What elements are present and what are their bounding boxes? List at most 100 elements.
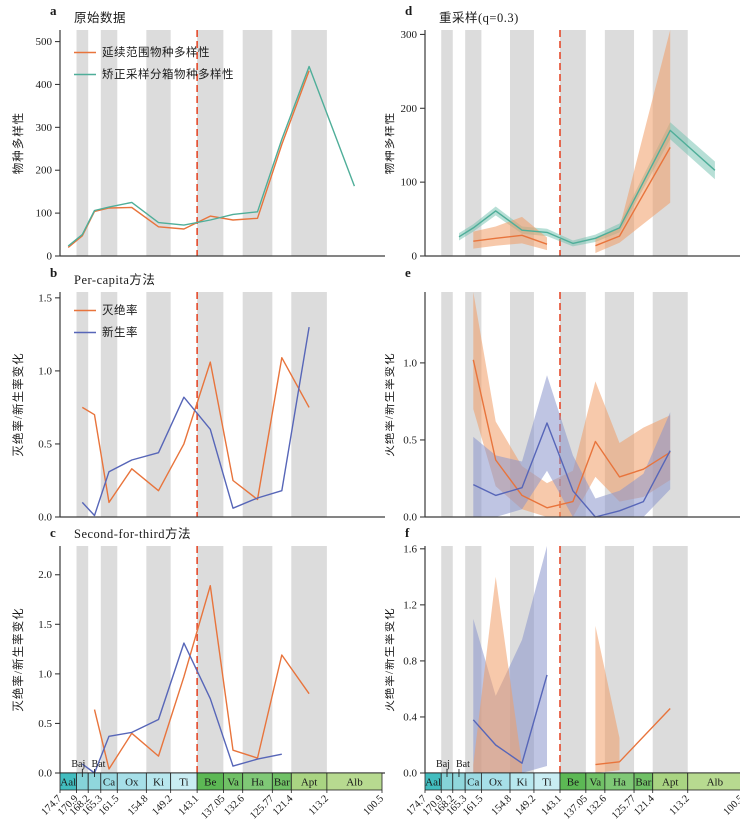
y-tick-label: 0.0 (38, 768, 52, 780)
series-line (473, 234, 548, 245)
y-tick-label: 1.5 (38, 292, 52, 304)
y-tick-label: 1.2 (403, 599, 417, 611)
stage-label: Ti (179, 777, 188, 789)
y-tick-label: 0 (47, 251, 53, 263)
panel-b: 0.0 0.5 1.0 1.5 灭绝率/新生率变化 b Per-capita方法 灭绝率 新生率 (0, 262, 388, 524)
panel-f-chart: 0.0 0.4 0.8 1.2 1.6 灭绝率/新生率变化 f Aal Baj Bat Ca Ox Ki… (382, 525, 740, 822)
stage-label: Ox (125, 777, 139, 789)
series-line (81, 642, 282, 774)
y-tick-label: 100 (36, 208, 53, 220)
y-axis-label: 灭绝率/新生率变化 (385, 607, 396, 711)
y-tick-label: 0.8 (403, 655, 417, 667)
stage-stripe (242, 546, 273, 773)
panel-letter: a (50, 3, 57, 18)
stage-cell (326, 772, 383, 791)
stage-stripe (441, 292, 453, 517)
series-line (67, 65, 356, 247)
confidence-band (473, 375, 671, 517)
stage-label-above: Baj (71, 759, 85, 770)
legend-label: 新生率 (102, 325, 138, 339)
panel-c-chart: 0.0 0.5 1.0 1.5 2.0 灭绝率/新生率变化 c Second-for-thir… (11, 525, 388, 822)
age-tick-label: 132.6 (222, 793, 246, 817)
stage-label: Bar (274, 777, 290, 789)
stage-label: Va (590, 777, 602, 789)
stage-stripe (76, 292, 89, 517)
age-tick-label: 121.4 (632, 793, 657, 818)
age-tick-label: 137.05 (199, 793, 227, 821)
stage-stripe (465, 30, 482, 256)
stage-stripe (652, 546, 688, 773)
stage-label: Ha (251, 777, 264, 789)
age-tick-label: 113.2 (307, 793, 331, 817)
stage-label: Be (204, 777, 216, 789)
stage-stripe (291, 546, 327, 773)
stage-stripe (146, 546, 171, 773)
age-tick-label: 121.4 (271, 793, 296, 818)
stage-stripe (100, 292, 118, 517)
stage-stripe (197, 546, 224, 773)
stage-label: Ha (613, 777, 626, 789)
y-tick-label: 0.5 (403, 434, 417, 446)
y-tick-label: 0 (412, 251, 418, 263)
series-line (458, 129, 716, 245)
stage-label: Ox (489, 777, 503, 789)
stage-label: Ki (153, 777, 164, 789)
series-line (81, 326, 310, 517)
series-line (472, 359, 671, 509)
stage-label: Apt (662, 777, 679, 789)
y-axis-label: 灭绝率/新生率变化 (11, 607, 25, 711)
age-tick-label: 149.2 (150, 793, 174, 817)
y-tick-label: 400 (36, 79, 53, 91)
confidence-band (473, 576, 522, 773)
stage-stripe (441, 30, 453, 256)
y-tick-label: 500 (36, 36, 53, 48)
stage-label: Aal (425, 777, 441, 789)
y-tick-label: 0.0 (403, 512, 417, 524)
stage-stripe (560, 30, 586, 256)
age-tick-label: 154.8 (126, 793, 150, 817)
age-tick-label: 100.5 (362, 793, 385, 817)
panel-letter: f (405, 525, 410, 540)
panel-a-chart: 0 100 200 300 400 500 物种多样性 a 原始数据延续范围物种多样性矫正采样分… (11, 3, 388, 263)
age-tick-label: 132.6 (584, 793, 608, 817)
stage-label: Bar (635, 777, 651, 789)
stage-label: Be (567, 777, 579, 789)
y-tick-label: 1.0 (38, 365, 52, 377)
y-tick-label: 0.5 (38, 718, 52, 730)
panel-d-chart: 0 100 200 300 物种多样性 d 重采样(q=0.3) (382, 3, 740, 263)
age-tick-label: 100.5 (722, 793, 740, 817)
panel-d: 0 100 200 300 物种多样性 d 重采样(q=0.3) (382, 0, 740, 263)
panel-e: 0.0 0.5 1.0 灭绝率/新生率变化 e (382, 262, 740, 524)
stage-stripe (76, 546, 89, 773)
stage-label: Alb (707, 777, 724, 789)
age-tick-label: 143.1 (540, 793, 564, 817)
stage-stripe (242, 30, 273, 256)
y-axis-label: 灭绝率/新生率变化 (385, 352, 396, 456)
y-tick-label: 1.0 (403, 357, 417, 369)
stage-label-above: Bat (92, 759, 106, 770)
stage-stripe (197, 292, 224, 517)
panel-title: Second-for-third方法 (74, 526, 191, 541)
y-tick-label: 200 (401, 103, 418, 115)
panel-title: 重采样(q=0.3) (439, 10, 519, 25)
stage-stripe (76, 30, 89, 256)
age-tick-label: 113.2 (668, 793, 692, 817)
y-tick-label: 200 (36, 165, 53, 177)
y-tick-label: 300 (401, 29, 418, 41)
y-tick-label: 1.5 (38, 619, 52, 631)
stage-label-above: Bat (456, 759, 470, 770)
stage-label: Apt (301, 777, 318, 789)
confidence-band (473, 292, 671, 517)
stage-stripe (441, 546, 453, 773)
stage-cell (687, 772, 740, 791)
confidence-band (595, 625, 620, 773)
stage-stripe (100, 546, 118, 773)
stage-label: Ca (467, 777, 479, 789)
stage-stripe (291, 30, 327, 256)
series-line (472, 422, 671, 518)
series-line (93, 585, 310, 770)
y-tick-label: 100 (401, 177, 418, 189)
y-axis-label: 灭绝率/新生率变化 (11, 352, 25, 456)
